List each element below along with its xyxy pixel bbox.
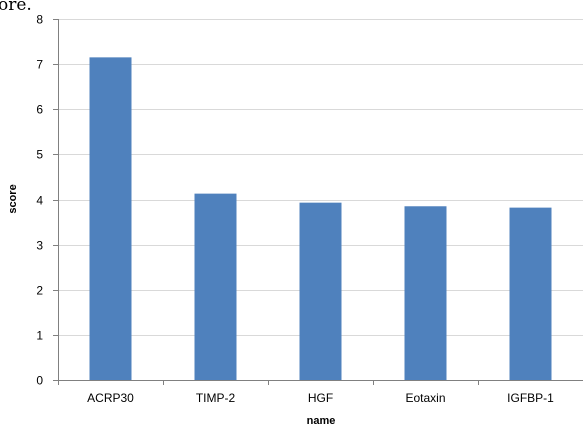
- y-axis-title: score: [7, 184, 19, 213]
- caption-fragment: ore.: [0, 0, 32, 15]
- x-tick-label: TIMP-2: [196, 391, 236, 405]
- bar-eotaxin: [404, 206, 447, 380]
- x-tick-label: HGF: [308, 391, 333, 405]
- y-tick-label: 6: [36, 103, 43, 117]
- y-tick-label: 2: [36, 284, 43, 298]
- y-tick-label: 4: [36, 194, 43, 208]
- y-tick-label: 0: [36, 374, 43, 388]
- y-tick-label: 8: [36, 13, 43, 27]
- x-tick-label: Eotaxin: [405, 391, 445, 405]
- x-axis-title: name: [307, 415, 336, 427]
- bar-igfbp-1: [509, 207, 552, 380]
- y-tick-label: 7: [36, 58, 43, 72]
- bar-timp-2: [194, 193, 237, 380]
- y-tick-label: 5: [36, 148, 43, 162]
- y-tick-label: 3: [36, 239, 43, 253]
- bar-hgf: [299, 202, 342, 380]
- y-tick-label: 1: [36, 329, 43, 343]
- x-tick-labels: ACRP30 TIMP-2 HGF Eotaxin IGFBP-1: [87, 391, 554, 405]
- x-tick-label: ACRP30: [87, 391, 134, 405]
- x-tick-label: IGFBP-1: [507, 391, 554, 405]
- y-tick-labels: 0 1 2 3 4 5 6 7 8: [36, 13, 43, 388]
- bar-acrp30: [89, 57, 132, 380]
- axes: [53, 19, 583, 385]
- bars: [89, 57, 552, 380]
